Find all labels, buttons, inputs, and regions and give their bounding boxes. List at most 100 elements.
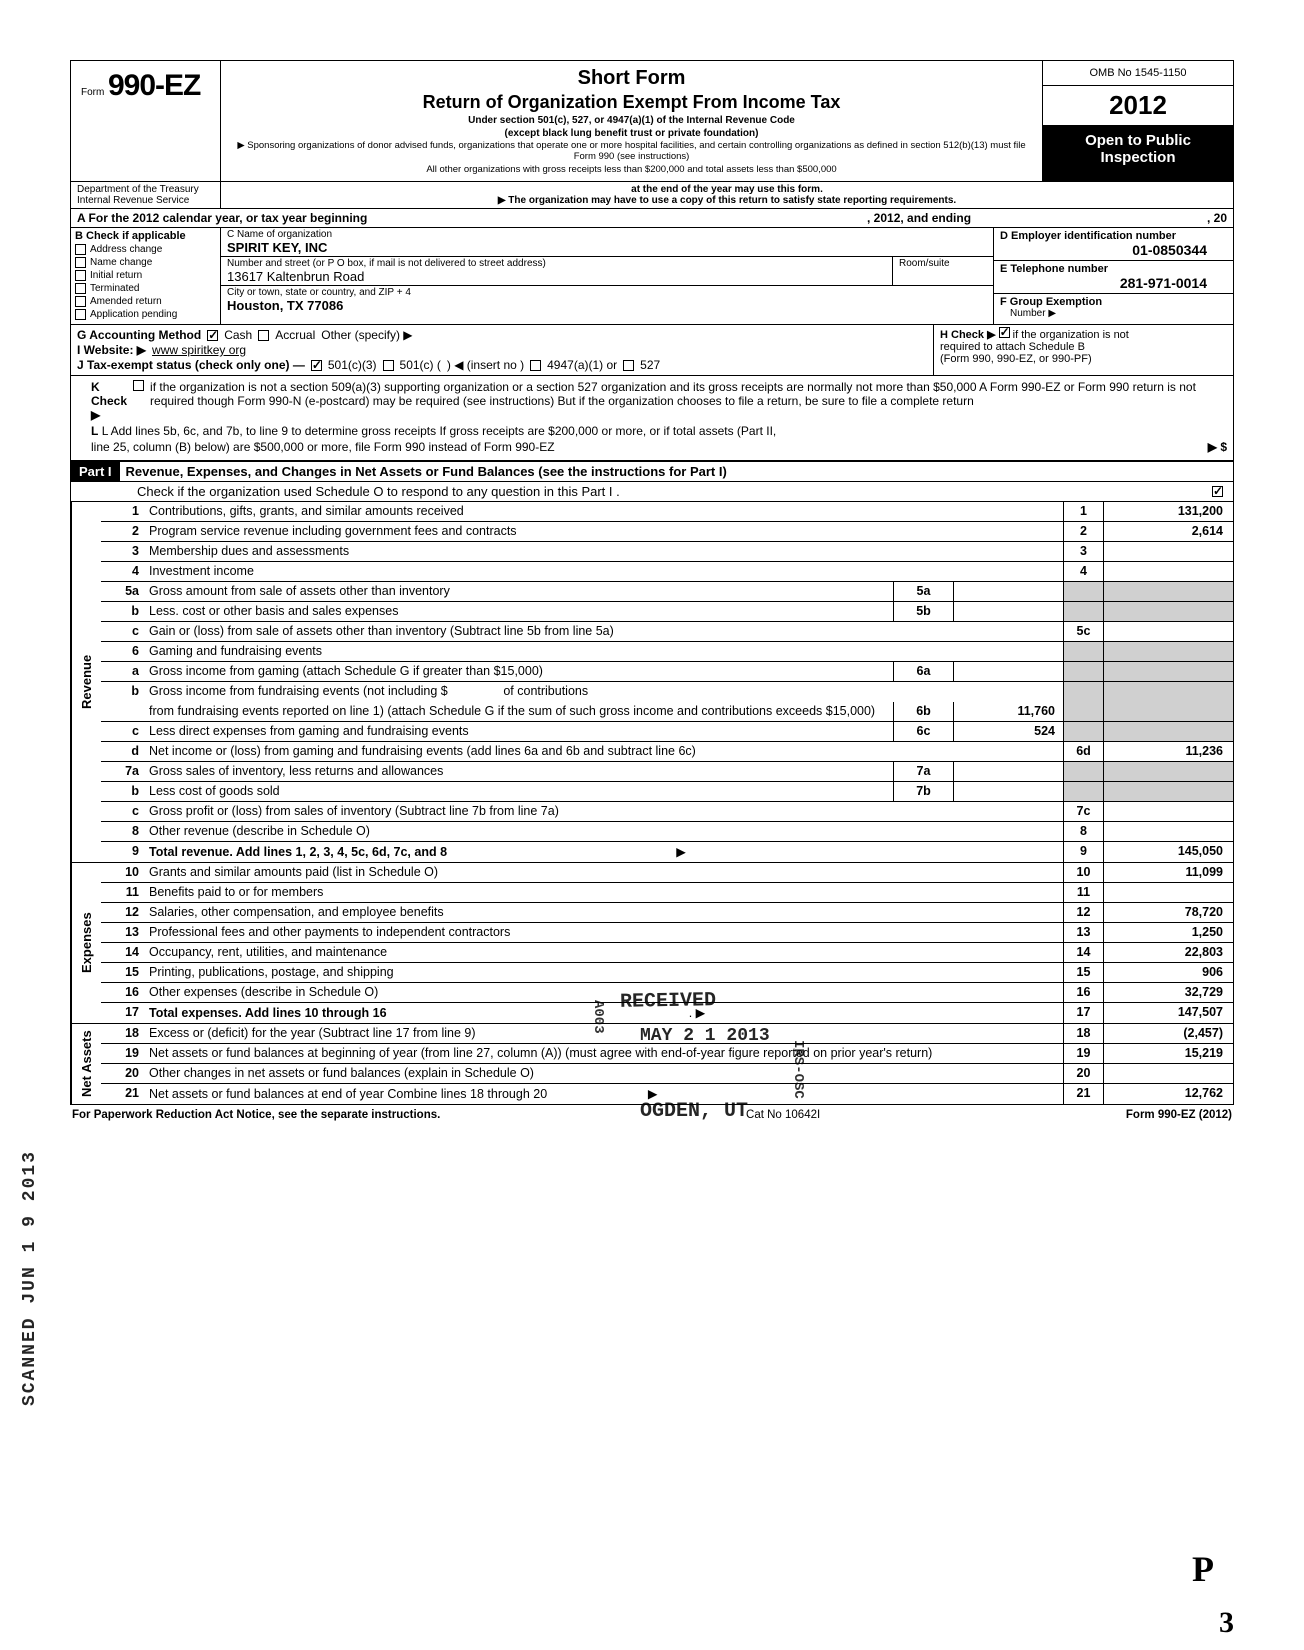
i-label: I Website: ▶ [77, 343, 146, 357]
part1-title: Revenue, Expenses, and Changes in Net As… [120, 462, 1233, 481]
c-street-row: Number and street (or P O box, if mail i… [221, 257, 993, 286]
cb-name[interactable]: Name change [75, 257, 216, 268]
checkbox-icon [75, 270, 86, 281]
c-city: City or town, state or country, and ZIP … [221, 286, 993, 324]
year-prefix: 20 [1109, 90, 1138, 120]
row-a-text: A For the 2012 calendar year, or tax yea… [77, 211, 867, 225]
col-c: C Name of organization SPIRIT KEY, INC N… [221, 228, 993, 324]
checkbox-k[interactable] [133, 380, 144, 391]
checkbox-cash[interactable] [207, 330, 218, 341]
checkbox-501c3[interactable] [311, 360, 322, 371]
checkbox-icon [75, 309, 86, 320]
side-revenue: Revenue [71, 502, 101, 862]
d-group-label: F Group Exemption [1000, 296, 1227, 308]
row-a: A For the 2012 calendar year, or tax yea… [70, 209, 1234, 228]
row-g: G Accounting Method Cash Accrual Other (… [77, 328, 927, 342]
ghij-left: G Accounting Method Cash Accrual Other (… [71, 325, 933, 375]
cb-pending[interactable]: Application pending [75, 309, 216, 320]
open-public: Open to Public Inspection [1043, 126, 1233, 181]
col-b: B Check if applicable Address change Nam… [71, 228, 221, 324]
main-title: Return of Organization Exempt From Incom… [229, 92, 1034, 113]
row-l-2: line 25, column (B) below) are $500,000 … [91, 440, 1227, 454]
c-name-value: SPIRIT KEY, INC [227, 240, 987, 255]
dept-cell: Department of the Treasury Internal Reve… [71, 182, 221, 208]
year-box: 2012 [1043, 86, 1233, 126]
checkbox-icon [75, 296, 86, 307]
k-label: K Check ▶ [91, 380, 127, 422]
row-k: K Check ▶ if the organization is not a s… [91, 380, 1227, 422]
c-city-value: Houston, TX 77086 [227, 298, 987, 313]
row-h: H Check ▶ if the organization is not req… [933, 325, 1233, 375]
header-row: Form 990-EZ Short Form Return of Organiz… [70, 60, 1234, 182]
footer: For Paperwork Reduction Act Notice, see … [70, 1105, 1234, 1125]
form-990ez: Form 990-EZ Short Form Return of Organiz… [70, 60, 1234, 1125]
l-arrow: ▶ $ [1208, 440, 1227, 454]
k-text: if the organization is not a section 509… [150, 380, 1227, 422]
subtitle-2: (except black lung benefit trust or priv… [229, 128, 1034, 139]
row-i: I Website: ▶ www spiritkey org [77, 343, 927, 357]
open-public-1: Open to Public [1045, 132, 1231, 149]
d-ein-label: D Employer identification number [1000, 230, 1227, 242]
cb-amended[interactable]: Amended return [75, 296, 216, 307]
year-suffix: 12 [1138, 90, 1167, 120]
cb-terminated[interactable]: Terminated [75, 283, 216, 294]
part1-label: Part I [71, 462, 120, 481]
form-number-cell: Form 990-EZ [71, 61, 221, 181]
right-header: OMB No 1545-1150 2012 Open to Public Ins… [1043, 61, 1233, 181]
b-head: B Check if applicable [75, 230, 216, 242]
cb-initial[interactable]: Initial return [75, 270, 216, 281]
checkbox-icon [75, 283, 86, 294]
row-a-mid: , 2012, and ending [867, 211, 1127, 225]
sub5: at the end of the year may use this form… [227, 184, 1227, 195]
row-j: J Tax-exempt status (check only one) — 5… [77, 358, 927, 372]
dept-1: Department of the Treasury [77, 184, 214, 195]
stamp-scanned: SCANNED JUN 1 9 2013 [20, 1150, 40, 1406]
h-label: H Check ▶ [940, 329, 996, 341]
row-kl: K Check ▶ if the organization is not a s… [70, 376, 1234, 461]
handwritten-3: 3 [1219, 1606, 1234, 1640]
d-group-num: Number ▶ [1000, 308, 1227, 319]
h-text4: (Form 990, 990-EZ, or 990-PF) [940, 353, 1092, 365]
j-label: J Tax-exempt status (check only one) — [77, 358, 305, 372]
open-public-2: Inspection [1045, 149, 1231, 166]
expenses-group: Expenses 10Grants and similar amounts pa… [71, 862, 1233, 1023]
row-l-1: L L Add lines 5b, 6c, and 7b, to line 9 … [91, 424, 1227, 438]
checkbox-icon [75, 257, 86, 268]
checkbox-schedule-o[interactable] [1212, 486, 1223, 497]
title-cell: Short Form Return of Organization Exempt… [221, 61, 1043, 181]
subtitle-1: Under section 501(c), 527, or 4947(a)(1)… [229, 115, 1034, 126]
revenue-group: Revenue 1Contributions, gifts, grants, a… [71, 502, 1233, 862]
col-d: D Employer identification number 01-0850… [993, 228, 1233, 324]
h-text3: required to attach Schedule B [940, 341, 1085, 353]
subtitle-4: All other organizations with gross recei… [229, 164, 1034, 175]
c-street: Number and street (or P O box, if mail i… [221, 257, 893, 285]
c-street-value: 13617 Kaltenbrun Road [227, 269, 886, 284]
checkbox-h[interactable] [999, 327, 1010, 338]
c-name: C Name of organization SPIRIT KEY, INC [221, 228, 993, 257]
checkbox-527[interactable] [623, 360, 634, 371]
c-room-label: Room/suite [899, 258, 987, 269]
subtitle-3: ▶ Sponsoring organizations of donor advi… [229, 140, 1034, 163]
row-ghij: G Accounting Method Cash Accrual Other (… [70, 325, 1234, 376]
checkbox-icon [75, 244, 86, 255]
c-city-label: City or town, state or country, and ZIP … [227, 287, 987, 298]
form-label: Form [81, 87, 104, 98]
section-bcd: B Check if applicable Address change Nam… [70, 228, 1234, 325]
checkbox-4947[interactable] [530, 360, 541, 371]
d-phone: E Telephone number 281-971-0014 [994, 261, 1233, 294]
dept-mid: at the end of the year may use this form… [221, 182, 1233, 208]
footer-right: Form 990-EZ (2012) [1126, 1109, 1232, 1121]
sub6: ▶ The organization may have to use a cop… [227, 195, 1227, 206]
part1-table: Revenue 1Contributions, gifts, grants, a… [70, 502, 1234, 1105]
d-ein-value: 01-0850344 [1000, 242, 1227, 258]
c-name-label: C Name of organization [227, 229, 987, 240]
d-group: F Group Exemption Number ▶ [994, 294, 1233, 324]
d-phone-label: E Telephone number [1000, 263, 1227, 275]
checkbox-501c[interactable] [383, 360, 394, 371]
part1-header: Part I Revenue, Expenses, and Changes in… [70, 461, 1234, 482]
handwritten-p: P [1192, 1548, 1214, 1590]
d-phone-value: 281-971-0014 [1000, 275, 1227, 291]
checkbox-accrual[interactable] [258, 330, 269, 341]
cb-address[interactable]: Address change [75, 244, 216, 255]
h-text2: if the organization is not [1013, 329, 1129, 341]
